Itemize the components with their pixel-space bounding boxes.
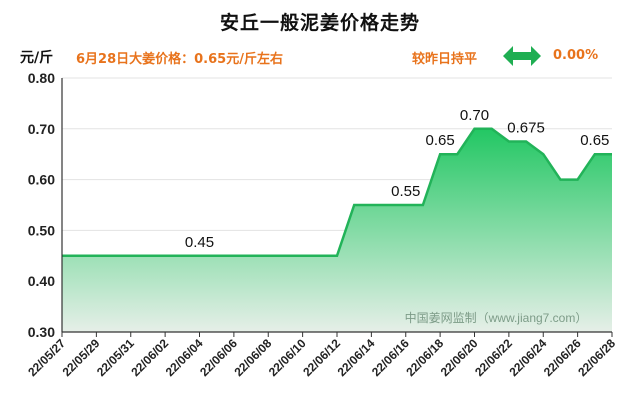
y-tick-label: 0.40 [28, 273, 55, 289]
y-tick-label: 0.30 [28, 324, 55, 340]
double-arrow-icon [503, 46, 541, 66]
price-note: 6月28日大姜价格：0.65元/斤左右 [76, 52, 283, 67]
data-label: 0.675 [507, 120, 545, 137]
y-tick-label: 0.70 [28, 121, 55, 137]
data-label: 0.65 [426, 132, 455, 149]
data-label: 0.45 [185, 234, 214, 251]
change-value: 0.00% [553, 48, 599, 63]
data-label: 0.65 [580, 132, 609, 149]
series-line [62, 127, 612, 258]
y-tick-label: 0.50 [28, 222, 55, 238]
compare-label: 较昨日持平 [412, 52, 478, 67]
y-tick-label: 0.60 [28, 172, 55, 188]
data-label: 0.55 [391, 183, 420, 200]
y-tick-label: 0.80 [28, 70, 55, 86]
chart-title: 安丘一般泥姜价格走势 [219, 12, 420, 34]
watermark: 中国姜网监制（www.jiang7.com） [405, 310, 588, 325]
y-axis-unit: 元/斤 [20, 50, 54, 66]
area-fill [62, 128, 612, 332]
x-tick-label: 22/06/28 [575, 336, 618, 379]
data-label: 0.70 [460, 107, 489, 124]
